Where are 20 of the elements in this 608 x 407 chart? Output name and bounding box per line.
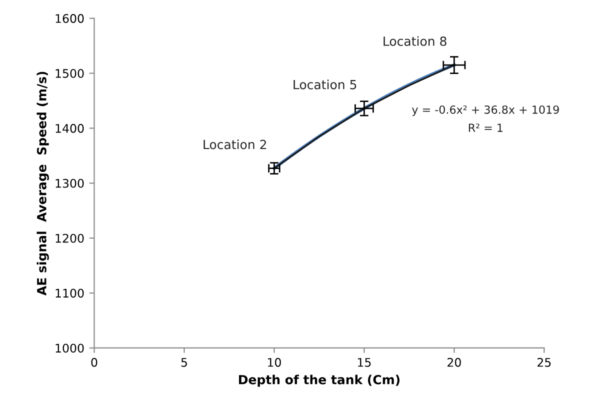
y-axis-title: AE signal Average Speed (m/s) <box>36 72 49 296</box>
y-tick-label: 1500 <box>56 68 84 78</box>
x-tick-label: 0 <box>91 358 98 367</box>
annotation: Location 2 <box>204 140 266 150</box>
x-axis-title: Depth of the tank (Cm) <box>238 374 400 387</box>
y-tick-label: 1100 <box>56 288 84 298</box>
y-tick-label: 1300 <box>56 178 84 188</box>
annotation: y = -0.6x² + 36.8x + 1019 <box>412 105 559 116</box>
x-tick-label: 20 <box>448 358 461 367</box>
annotation: Location 5 <box>294 80 356 90</box>
x-tick-label: 15 <box>358 358 371 367</box>
annotation: Location 8 <box>384 36 446 46</box>
y-tick-label: 1200 <box>56 234 84 243</box>
x-tick-label: 25 <box>538 358 551 367</box>
x-tick-label: 5 <box>181 358 187 367</box>
x-tick-label: 10 <box>268 358 281 367</box>
annotation: R² = 1 <box>468 124 502 132</box>
y-tick-label: 1600 <box>56 14 84 23</box>
y-tick-label: 1400 <box>56 124 84 133</box>
y-tick-label: 1000 <box>56 344 84 353</box>
